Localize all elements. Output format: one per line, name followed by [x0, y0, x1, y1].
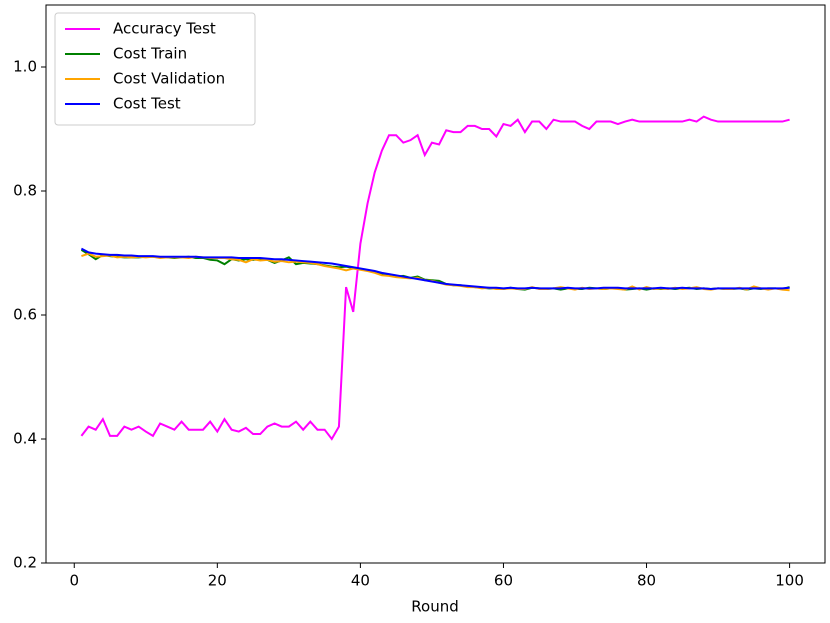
legend-label: Accuracy Test [113, 20, 216, 38]
legend-label: Cost Validation [113, 70, 225, 88]
series-line [80, 115, 790, 441]
y-tick-label: 1.0 [13, 58, 37, 76]
x-tick-label: 80 [637, 572, 656, 590]
x-tick-label: 60 [494, 572, 513, 590]
x-tick-label: 20 [208, 572, 227, 590]
legend-box [54, 12, 256, 126]
series-line [81, 252, 790, 292]
y-tick-label: 0.2 [13, 554, 37, 572]
x-axis-label: Round [411, 598, 458, 616]
x-tick-label: 40 [351, 572, 370, 590]
y-tick-label: 0.4 [13, 430, 37, 448]
x-tick-label: 0 [69, 572, 79, 590]
series-line [80, 247, 790, 290]
legend-label: Cost Train [113, 45, 187, 63]
axes-frame [45, 4, 826, 564]
legend-label: Cost Test [113, 95, 181, 113]
y-tick-label: 0.6 [13, 306, 37, 324]
x-tick-label: 100 [775, 572, 804, 590]
y-tick-label: 0.8 [13, 182, 37, 200]
